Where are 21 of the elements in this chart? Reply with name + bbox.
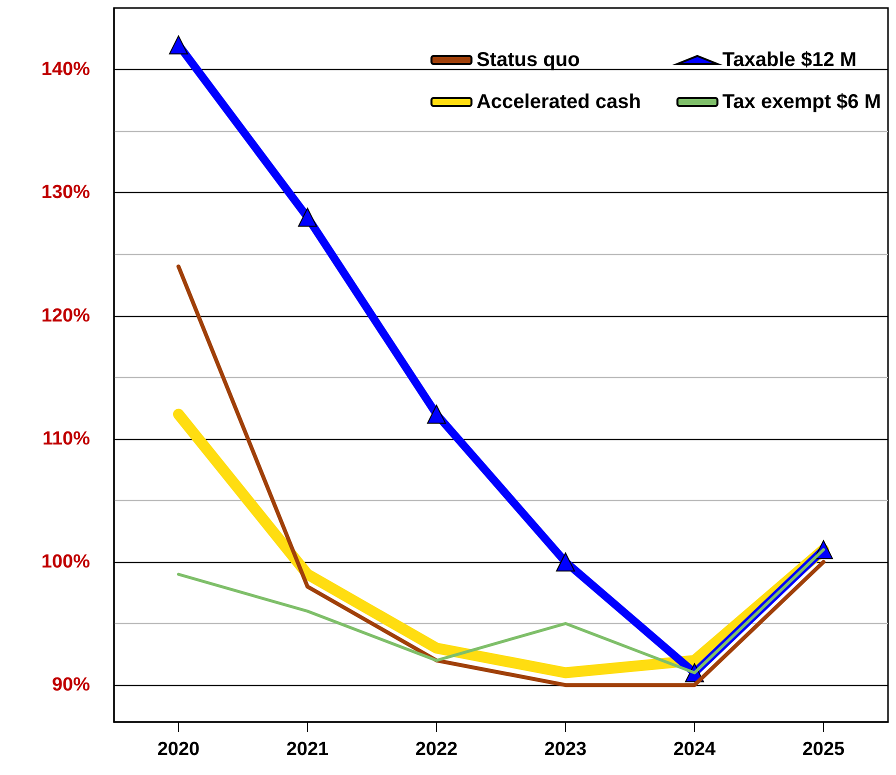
y-tick-label: 120% — [41, 305, 90, 326]
point — [556, 552, 575, 572]
point — [427, 404, 446, 424]
legend-label: Tax exempt $6 M — [722, 91, 882, 113]
x-tick-label: 2020 — [157, 739, 200, 760]
x-tick-label: 2024 — [673, 739, 716, 760]
point — [169, 35, 188, 54]
x-tick-label: 2025 — [802, 739, 846, 760]
legend-label: Status quo — [476, 49, 580, 71]
x-tick-label: 2023 — [544, 739, 587, 760]
legend-label: Taxable $12 M — [722, 49, 857, 71]
line-series — [176, 264, 826, 688]
point — [298, 208, 317, 227]
y-tick-label: 100% — [41, 551, 90, 572]
y-tick-label: 110% — [42, 428, 90, 450]
y-tick-label: 90% — [52, 674, 90, 696]
y-tick-label: 140% — [41, 59, 90, 80]
x-tick-label: 2022 — [415, 739, 458, 760]
legend-label: Accelerated cash — [476, 91, 642, 113]
x-tick-label: 2021 — [286, 739, 330, 760]
y-tick-label: 130% — [41, 182, 90, 204]
